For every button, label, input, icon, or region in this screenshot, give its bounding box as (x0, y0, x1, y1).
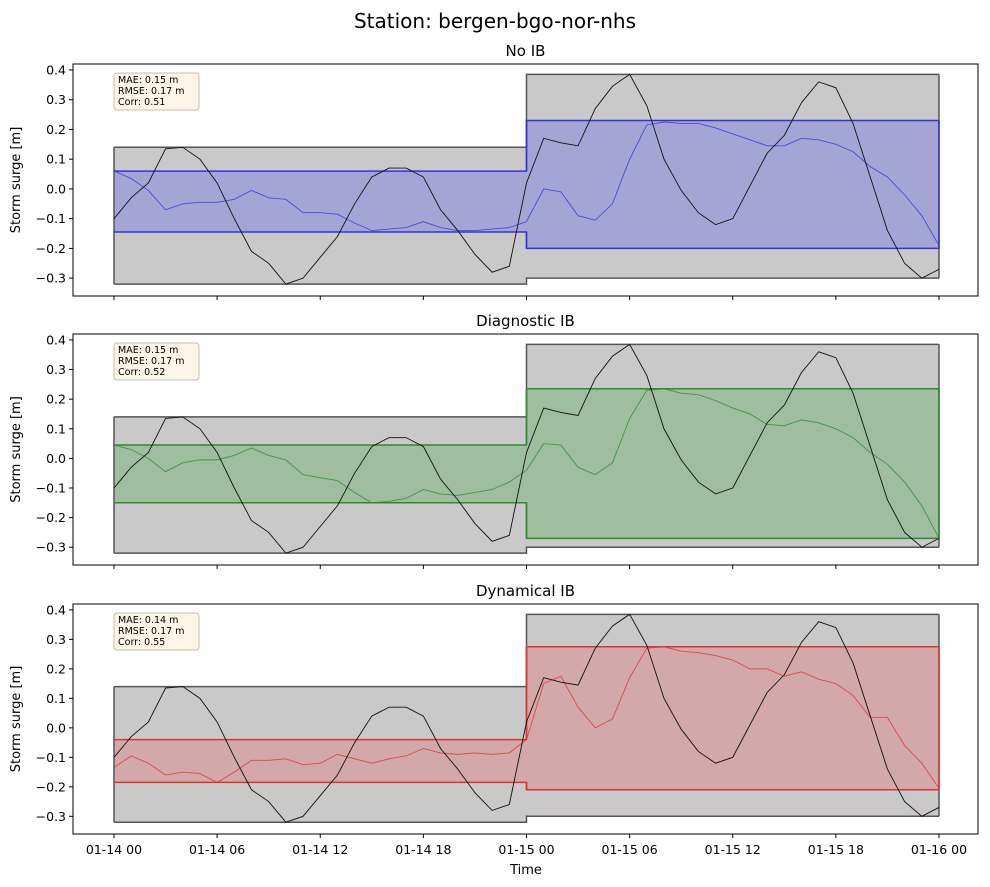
y-tick-label: 0.2 (46, 392, 66, 407)
y-tick-label: 0.4 (46, 332, 66, 347)
x-tick-label: 01-14 00 (86, 842, 142, 857)
model-range-fill (114, 739, 527, 783)
y-tick-label: −0.3 (36, 271, 66, 286)
model-range-fill (526, 120, 939, 249)
observed-series-line (113, 343, 940, 554)
model-series-line (113, 121, 940, 246)
model-series-line (113, 646, 940, 789)
x-tick-label: 01-16 00 (911, 842, 967, 857)
y-tick-label: 0.1 (46, 691, 66, 706)
model-range-fill (526, 388, 939, 539)
y-axis-label: Storm surge [m] (9, 396, 24, 503)
y-tick-label: 0.0 (46, 720, 66, 735)
subplots: No IB 0.4 0.3 0.2 0.1 0.0 −0.1 −0.2 −0.3 Storm su… (9, 42, 979, 857)
stats-box (113, 612, 200, 651)
axes-frame (72, 333, 979, 566)
subplot-title: No IB (506, 42, 546, 60)
stats-line: MAE: 0.14 m (118, 615, 178, 626)
model-series-line (113, 388, 940, 539)
stats-line: RMSE: 0.17 m (118, 356, 184, 367)
observed-series-line (113, 613, 940, 823)
axes-frame (72, 603, 979, 835)
subplot-2: Diagnostic IB 0.4 0.3 0.2 0.1 0.0 −0.1 −0.2 −0.3… (9, 312, 979, 569)
y-tick-label: 0.4 (46, 602, 66, 617)
x-tick-label: 01-14 12 (292, 842, 348, 857)
y-tick-label: 0.2 (46, 661, 66, 676)
observed-range-min-line (114, 815, 939, 823)
y-tick-label: −0.1 (36, 750, 66, 765)
y-tick-label: −0.3 (36, 809, 66, 824)
stats-line: RMSE: 0.17 m (118, 626, 184, 637)
y-tick-label: 0.0 (46, 181, 66, 196)
x-axis-label: Time (509, 863, 542, 878)
stats-line: RMSE: 0.17 m (118, 86, 184, 97)
observed-range-max-line (114, 343, 939, 418)
model-range-fill (114, 445, 527, 503)
observed-range-min-line (114, 277, 939, 285)
y-tick-label: −0.2 (36, 779, 66, 794)
subplot-title: Dynamical IB (476, 582, 575, 600)
x-tick-label: 01-15 06 (602, 842, 658, 857)
observed-range-min-line (114, 546, 939, 554)
model-range-fill (526, 646, 939, 790)
y-tick-label: 0.2 (46, 122, 66, 137)
stats-line: MAE: 0.15 m (118, 345, 178, 356)
observed-range-max-line (114, 73, 939, 149)
observed-series-line (113, 73, 940, 285)
x-tick-label: 01-14 18 (395, 842, 451, 857)
y-tick-label: 0.4 (46, 62, 66, 77)
model-range-fill (114, 171, 527, 233)
y-tick-label: −0.1 (36, 481, 66, 496)
axes-frame (72, 63, 979, 297)
y-tick-label: 0.3 (46, 92, 66, 107)
figure-suptitle: Station: bergen-bgo-nor-nhs (354, 9, 636, 33)
stats-line: Corr: 0.55 (118, 637, 165, 648)
y-tick-label: −0.2 (36, 510, 66, 525)
y-axis-label: Storm surge [m] (9, 666, 24, 773)
y-tick-label: −0.2 (36, 241, 66, 256)
y-tick-label: −0.3 (36, 540, 66, 555)
stats-box (113, 342, 200, 381)
subplot-title: Diagnostic IB (476, 312, 575, 330)
x-tick-label: 01-15 00 (498, 842, 554, 857)
y-tick-label: −0.1 (36, 211, 66, 226)
stats-line: MAE: 0.15 m (118, 75, 178, 86)
stats-line: Corr: 0.52 (118, 367, 165, 378)
y-axis-label: Storm surge [m] (9, 127, 24, 234)
y-tick-label: 0.1 (46, 152, 66, 167)
y-tick-label: 0.3 (46, 632, 66, 647)
x-tick-label: 01-15 12 (705, 842, 761, 857)
subplot-3: Dynamical IB 0.4 0.3 0.2 0.1 0.0 −0.1 −0.2 −0.3 S… (9, 582, 979, 857)
x-tick-label: 01-14 06 (189, 842, 245, 857)
subplot-1: No IB 0.4 0.3 0.2 0.1 0.0 −0.1 −0.2 −0.3 Storm su… (9, 42, 979, 300)
stats-line: Corr: 0.51 (118, 97, 165, 108)
y-tick-label: 0.1 (46, 421, 66, 436)
y-tick-label: 0.3 (46, 362, 66, 377)
stats-box (113, 72, 200, 111)
x-tick-label: 01-15 18 (808, 842, 864, 857)
y-tick-label: 0.0 (46, 451, 66, 466)
